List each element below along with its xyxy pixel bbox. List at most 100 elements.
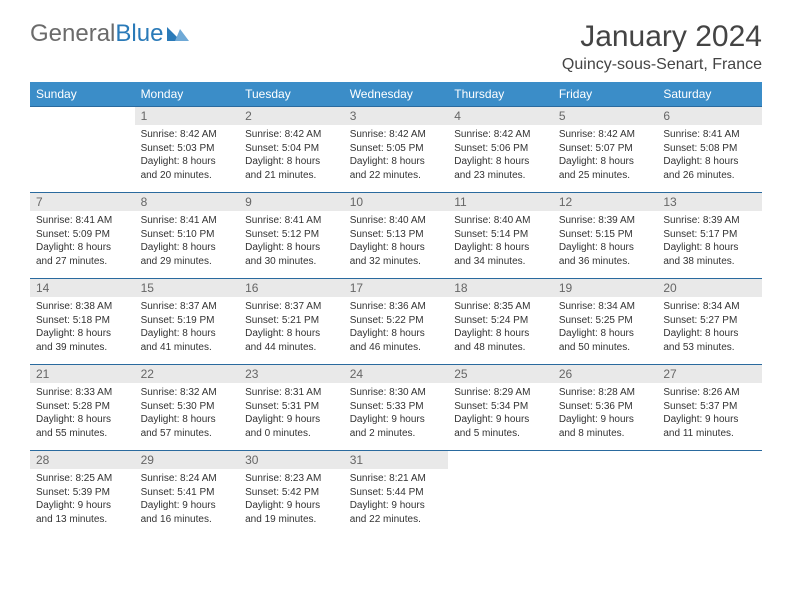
- day-details: Sunrise: 8:34 AMSunset: 5:25 PMDaylight:…: [553, 297, 658, 360]
- day-details: Sunrise: 8:29 AMSunset: 5:34 PMDaylight:…: [448, 383, 553, 446]
- day-details: Sunrise: 8:26 AMSunset: 5:37 PMDaylight:…: [657, 383, 762, 446]
- brand-logo: GeneralBlue: [30, 20, 189, 48]
- day-number: 16: [239, 279, 344, 297]
- calendar-day-cell: 22Sunrise: 8:32 AMSunset: 5:30 PMDayligh…: [135, 365, 240, 451]
- calendar-day-cell: 18Sunrise: 8:35 AMSunset: 5:24 PMDayligh…: [448, 279, 553, 365]
- day-number: 26: [553, 365, 658, 383]
- month-title: January 2024: [562, 20, 762, 54]
- day-number: 25: [448, 365, 553, 383]
- logo-text-blue: Blue: [115, 20, 163, 47]
- calendar-page: GeneralBlue January 2024 Quincy-sous-Sen…: [0, 0, 792, 557]
- title-block: January 2024 Quincy-sous-Senart, France: [562, 20, 762, 74]
- day-number: 8: [135, 193, 240, 211]
- day-details: Sunrise: 8:21 AMSunset: 5:44 PMDaylight:…: [344, 469, 449, 532]
- day-number: 18: [448, 279, 553, 297]
- calendar-day-cell: [448, 451, 553, 537]
- day-details: Sunrise: 8:32 AMSunset: 5:30 PMDaylight:…: [135, 383, 240, 446]
- weekday-header: Sunday: [30, 82, 135, 107]
- calendar-day-cell: 25Sunrise: 8:29 AMSunset: 5:34 PMDayligh…: [448, 365, 553, 451]
- calendar-day-cell: 21Sunrise: 8:33 AMSunset: 5:28 PMDayligh…: [30, 365, 135, 451]
- day-number: 10: [344, 193, 449, 211]
- day-details: Sunrise: 8:41 AMSunset: 5:10 PMDaylight:…: [135, 211, 240, 274]
- day-details: Sunrise: 8:34 AMSunset: 5:27 PMDaylight:…: [657, 297, 762, 360]
- day-number: 17: [344, 279, 449, 297]
- day-details: Sunrise: 8:42 AMSunset: 5:03 PMDaylight:…: [135, 125, 240, 188]
- day-number: 15: [135, 279, 240, 297]
- calendar-day-cell: 11Sunrise: 8:40 AMSunset: 5:14 PMDayligh…: [448, 193, 553, 279]
- day-number: 1: [135, 107, 240, 125]
- calendar-day-cell: 3Sunrise: 8:42 AMSunset: 5:05 PMDaylight…: [344, 107, 449, 193]
- day-details: Sunrise: 8:39 AMSunset: 5:15 PMDaylight:…: [553, 211, 658, 274]
- day-details: Sunrise: 8:24 AMSunset: 5:41 PMDaylight:…: [135, 469, 240, 532]
- calendar-day-cell: 16Sunrise: 8:37 AMSunset: 5:21 PMDayligh…: [239, 279, 344, 365]
- calendar-table: Sunday Monday Tuesday Wednesday Thursday…: [30, 82, 762, 537]
- day-details: Sunrise: 8:42 AMSunset: 5:07 PMDaylight:…: [553, 125, 658, 188]
- calendar-week-row: 14Sunrise: 8:38 AMSunset: 5:18 PMDayligh…: [30, 279, 762, 365]
- calendar-day-cell: 28Sunrise: 8:25 AMSunset: 5:39 PMDayligh…: [30, 451, 135, 537]
- day-number: 29: [135, 451, 240, 469]
- logo-text-general: General: [30, 20, 115, 47]
- day-details: Sunrise: 8:36 AMSunset: 5:22 PMDaylight:…: [344, 297, 449, 360]
- weekday-header-row: Sunday Monday Tuesday Wednesday Thursday…: [30, 82, 762, 107]
- day-number: 12: [553, 193, 658, 211]
- day-details: Sunrise: 8:40 AMSunset: 5:14 PMDaylight:…: [448, 211, 553, 274]
- day-number: 2: [239, 107, 344, 125]
- day-details: Sunrise: 8:41 AMSunset: 5:08 PMDaylight:…: [657, 125, 762, 188]
- day-number: 5: [553, 107, 658, 125]
- weekday-header: Thursday: [448, 82, 553, 107]
- day-number: 3: [344, 107, 449, 125]
- calendar-week-row: 7Sunrise: 8:41 AMSunset: 5:09 PMDaylight…: [30, 193, 762, 279]
- day-details: Sunrise: 8:30 AMSunset: 5:33 PMDaylight:…: [344, 383, 449, 446]
- day-details: Sunrise: 8:37 AMSunset: 5:21 PMDaylight:…: [239, 297, 344, 360]
- calendar-week-row: 28Sunrise: 8:25 AMSunset: 5:39 PMDayligh…: [30, 451, 762, 537]
- day-details: Sunrise: 8:28 AMSunset: 5:36 PMDaylight:…: [553, 383, 658, 446]
- calendar-day-cell: 31Sunrise: 8:21 AMSunset: 5:44 PMDayligh…: [344, 451, 449, 537]
- day-details: Sunrise: 8:35 AMSunset: 5:24 PMDaylight:…: [448, 297, 553, 360]
- location-label: Quincy-sous-Senart, France: [562, 56, 762, 74]
- calendar-day-cell: 24Sunrise: 8:30 AMSunset: 5:33 PMDayligh…: [344, 365, 449, 451]
- calendar-day-cell: 29Sunrise: 8:24 AMSunset: 5:41 PMDayligh…: [135, 451, 240, 537]
- day-number: 7: [30, 193, 135, 211]
- day-number: 14: [30, 279, 135, 297]
- day-details: Sunrise: 8:40 AMSunset: 5:13 PMDaylight:…: [344, 211, 449, 274]
- day-details: Sunrise: 8:41 AMSunset: 5:12 PMDaylight:…: [239, 211, 344, 274]
- calendar-body: 1Sunrise: 8:42 AMSunset: 5:03 PMDaylight…: [30, 107, 762, 537]
- day-details: Sunrise: 8:33 AMSunset: 5:28 PMDaylight:…: [30, 383, 135, 446]
- triangle-icon: [167, 23, 189, 46]
- calendar-day-cell: 27Sunrise: 8:26 AMSunset: 5:37 PMDayligh…: [657, 365, 762, 451]
- day-number: 31: [344, 451, 449, 469]
- day-details: Sunrise: 8:42 AMSunset: 5:04 PMDaylight:…: [239, 125, 344, 188]
- calendar-day-cell: 1Sunrise: 8:42 AMSunset: 5:03 PMDaylight…: [135, 107, 240, 193]
- weekday-header: Wednesday: [344, 82, 449, 107]
- day-details: Sunrise: 8:37 AMSunset: 5:19 PMDaylight:…: [135, 297, 240, 360]
- day-details: Sunrise: 8:25 AMSunset: 5:39 PMDaylight:…: [30, 469, 135, 532]
- day-number: 28: [30, 451, 135, 469]
- day-number: 4: [448, 107, 553, 125]
- calendar-day-cell: 15Sunrise: 8:37 AMSunset: 5:19 PMDayligh…: [135, 279, 240, 365]
- day-number: 20: [657, 279, 762, 297]
- day-number: 13: [657, 193, 762, 211]
- calendar-day-cell: 12Sunrise: 8:39 AMSunset: 5:15 PMDayligh…: [553, 193, 658, 279]
- page-header: GeneralBlue January 2024 Quincy-sous-Sen…: [30, 20, 762, 74]
- calendar-day-cell: 19Sunrise: 8:34 AMSunset: 5:25 PMDayligh…: [553, 279, 658, 365]
- day-number: 21: [30, 365, 135, 383]
- day-number: 30: [239, 451, 344, 469]
- calendar-day-cell: 30Sunrise: 8:23 AMSunset: 5:42 PMDayligh…: [239, 451, 344, 537]
- calendar-day-cell: 8Sunrise: 8:41 AMSunset: 5:10 PMDaylight…: [135, 193, 240, 279]
- day-number: 9: [239, 193, 344, 211]
- calendar-day-cell: 5Sunrise: 8:42 AMSunset: 5:07 PMDaylight…: [553, 107, 658, 193]
- calendar-day-cell: 10Sunrise: 8:40 AMSunset: 5:13 PMDayligh…: [344, 193, 449, 279]
- weekday-header: Monday: [135, 82, 240, 107]
- day-details: Sunrise: 8:23 AMSunset: 5:42 PMDaylight:…: [239, 469, 344, 532]
- day-number: 22: [135, 365, 240, 383]
- calendar-day-cell: 4Sunrise: 8:42 AMSunset: 5:06 PMDaylight…: [448, 107, 553, 193]
- day-details: Sunrise: 8:41 AMSunset: 5:09 PMDaylight:…: [30, 211, 135, 274]
- calendar-day-cell: 6Sunrise: 8:41 AMSunset: 5:08 PMDaylight…: [657, 107, 762, 193]
- calendar-day-cell: 26Sunrise: 8:28 AMSunset: 5:36 PMDayligh…: [553, 365, 658, 451]
- calendar-day-cell: 13Sunrise: 8:39 AMSunset: 5:17 PMDayligh…: [657, 193, 762, 279]
- calendar-week-row: 1Sunrise: 8:42 AMSunset: 5:03 PMDaylight…: [30, 107, 762, 193]
- calendar-day-cell: [553, 451, 658, 537]
- weekday-header: Saturday: [657, 82, 762, 107]
- calendar-day-cell: [657, 451, 762, 537]
- day-details: Sunrise: 8:42 AMSunset: 5:05 PMDaylight:…: [344, 125, 449, 188]
